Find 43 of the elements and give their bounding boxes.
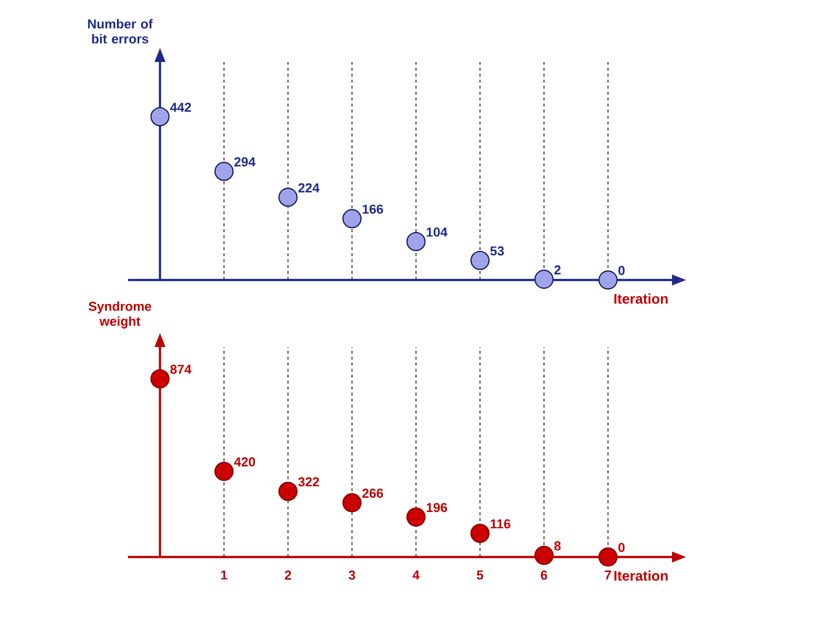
- point: [470, 524, 490, 543]
- data-label: 116: [490, 519, 510, 528]
- data-label: 8: [554, 541, 561, 550]
- point: [406, 232, 426, 252]
- point: [534, 546, 554, 565]
- point: [214, 462, 234, 481]
- data-label: 224: [298, 183, 320, 192]
- y-axis-title: Number of bit errors: [88, 19, 153, 44]
- point: [150, 369, 170, 388]
- x-tick-label: 1: [221, 570, 228, 580]
- point: [534, 270, 554, 289]
- x-tick-label: 5: [476, 570, 484, 580]
- data-label: 322: [298, 477, 320, 486]
- point: [406, 507, 426, 527]
- x-tick-label: 6: [540, 570, 548, 580]
- point: [470, 250, 490, 270]
- point: [150, 107, 170, 126]
- point: [598, 547, 618, 567]
- x-tick-label: 2: [284, 570, 292, 580]
- point: [342, 209, 362, 228]
- data-label: 0: [618, 542, 625, 552]
- data-label: 104: [426, 227, 448, 237]
- point: [598, 270, 618, 290]
- data-label: 266: [362, 488, 384, 498]
- x-tick-label: 7: [604, 570, 612, 580]
- x-axis-title: Iteration: [614, 294, 668, 304]
- data-label: 0: [618, 266, 625, 276]
- data-label: 874: [170, 364, 192, 374]
- data-label: 2: [554, 265, 561, 274]
- x-tick-label: 3: [348, 570, 356, 580]
- data-label: 294: [234, 157, 256, 166]
- point: [278, 188, 298, 207]
- data-label: 442: [170, 102, 192, 112]
- point: [342, 493, 362, 512]
- x-tick-label: 4: [412, 570, 420, 580]
- data-label: 166: [362, 204, 384, 214]
- data-label: 420: [234, 457, 255, 466]
- point: [278, 482, 298, 501]
- data-label: 196: [426, 502, 448, 512]
- data-label: 53: [490, 246, 504, 256]
- x-axis-title: Iteration: [614, 570, 668, 581]
- y-axis-title: Syndrome weight: [88, 301, 152, 328]
- point: [214, 162, 234, 181]
